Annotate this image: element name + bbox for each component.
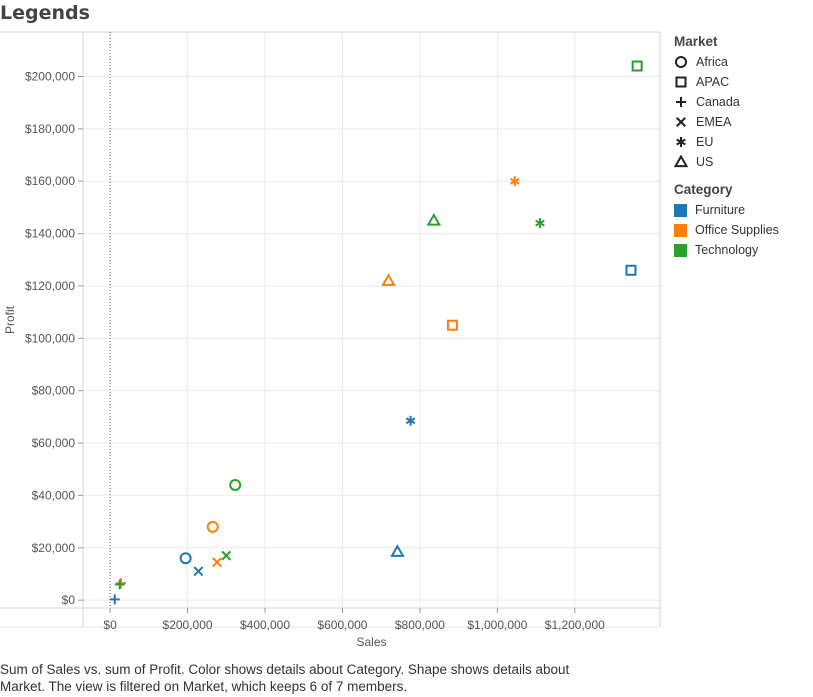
point-eu-technology (535, 218, 545, 229)
y-tick-label: $120,000 (25, 279, 75, 293)
category-legend-item-technology[interactable]: Technology (674, 240, 779, 260)
page-title: Legends (0, 2, 90, 24)
circle-shape (675, 56, 687, 68)
point-canada-furniture (109, 594, 120, 605)
x-tick-label: $400,000 (240, 618, 290, 632)
x-tick-label: $800,000 (395, 618, 445, 632)
triangle-icon (674, 155, 688, 168)
x-tick-label: $600,000 (317, 618, 367, 632)
point-emea-office-supplies (212, 557, 222, 568)
y-tick-label: $60,000 (32, 436, 76, 450)
category-legend: Category Furniture Office Supplies Technol… (674, 182, 779, 260)
market-legend-item-apac[interactable]: APAC (674, 72, 740, 92)
point-eu-furniture (405, 415, 416, 426)
point-apac-furniture (625, 264, 637, 276)
x-tick-label: $0 (103, 618, 117, 632)
category-legend-label: Technology (695, 243, 759, 257)
caption-line-1: Sum of Sales vs. sum of Profit. Color sh… (0, 662, 570, 677)
market-legend-title: Market (674, 34, 718, 49)
market-legend-item-us[interactable]: US (674, 152, 740, 172)
asterisk-shape (676, 137, 686, 147)
point-canada-technology (114, 579, 125, 590)
caption-line-2: Market. The view is filtered on Market, … (0, 679, 408, 694)
x-tick-label: $1,000,000 (467, 618, 527, 632)
y-tick-label: $140,000 (25, 227, 75, 241)
color-swatch (674, 203, 687, 217)
y-tick-label: $180,000 (25, 122, 75, 136)
market-legend-item-eu[interactable]: EU (674, 132, 740, 152)
plus-icon (676, 97, 686, 107)
x-tick-label: $200,000 (163, 618, 213, 632)
y-tick-label: $200,000 (25, 70, 75, 84)
market-legend-item-canada[interactable]: Canada (674, 92, 740, 112)
cross-shape (676, 117, 686, 127)
category-legend-label: Furniture (695, 203, 746, 217)
asterisk-icon (676, 137, 686, 147)
point-emea-furniture (193, 566, 204, 577)
market-legend-label: EMEA (696, 115, 732, 129)
color-swatch (674, 223, 687, 237)
point-us-office-supplies (381, 273, 396, 286)
market-legend-label: EU (696, 135, 714, 149)
scatter-chart: $0 $200,000 $400,000 $600,000 $800,000 $1,000… (0, 31, 661, 649)
point-apac-technology (631, 60, 643, 72)
point-us-technology (426, 212, 442, 226)
color-swatch (674, 243, 687, 257)
category-legend-item-furniture[interactable]: Furniture (674, 200, 779, 220)
y-tick-label: $100,000 (25, 331, 75, 345)
market-legend-item-emea[interactable]: EMEA (674, 112, 740, 132)
point-africa-furniture (179, 552, 192, 565)
point-africa-technology (229, 478, 242, 491)
y-tick-label: $40,000 (32, 488, 76, 502)
plus-shape (676, 97, 686, 107)
market-legend-label: Africa (696, 55, 728, 69)
point-emea-technology (221, 550, 232, 561)
market-legend-item-africa[interactable]: Africa (674, 52, 740, 72)
point-apac-office-supplies (446, 319, 458, 331)
x-axis-title: Sales (356, 635, 386, 649)
y-tick-label: $0 (62, 593, 76, 607)
triangle-shape (674, 155, 688, 168)
square-shape (675, 76, 687, 88)
y-tick-label: $80,000 (32, 384, 76, 398)
circle-icon (675, 56, 687, 68)
y-tick-label: $20,000 (32, 541, 76, 555)
chart-caption: Sum of Sales vs. sum of Profit. Color sh… (0, 661, 660, 695)
point-canada-office-supplies (115, 578, 126, 589)
market-legend-label: Canada (696, 95, 740, 109)
market-legend: Market Africa APAC Canada EMEA EU US (674, 34, 740, 172)
category-legend-item-office-supplies[interactable]: Office Supplies (674, 220, 779, 240)
cross-icon (676, 117, 686, 127)
square-icon (675, 76, 687, 88)
point-eu-office-supplies (509, 176, 520, 187)
point-us-furniture (390, 544, 405, 557)
x-tick-label: $1,200,000 (545, 618, 605, 632)
y-tick-label: $160,000 (25, 174, 75, 188)
y-axis-title: Profit (3, 305, 17, 334)
market-legend-label: US (696, 155, 714, 169)
market-legend-label: APAC (696, 75, 730, 89)
point-africa-office-supplies (206, 520, 219, 533)
category-legend-title: Category (674, 182, 733, 197)
category-legend-label: Office Supplies (695, 223, 779, 237)
